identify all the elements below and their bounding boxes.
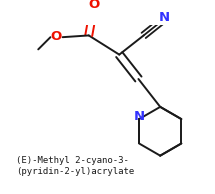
- Text: N: N: [134, 110, 145, 123]
- Text: (E)-Methyl 2-cyano-3-
(pyridin-2-yl)acrylate: (E)-Methyl 2-cyano-3- (pyridin-2-yl)acry…: [17, 156, 135, 177]
- Text: N: N: [159, 11, 170, 24]
- Text: O: O: [88, 0, 100, 10]
- Text: O: O: [50, 30, 61, 43]
